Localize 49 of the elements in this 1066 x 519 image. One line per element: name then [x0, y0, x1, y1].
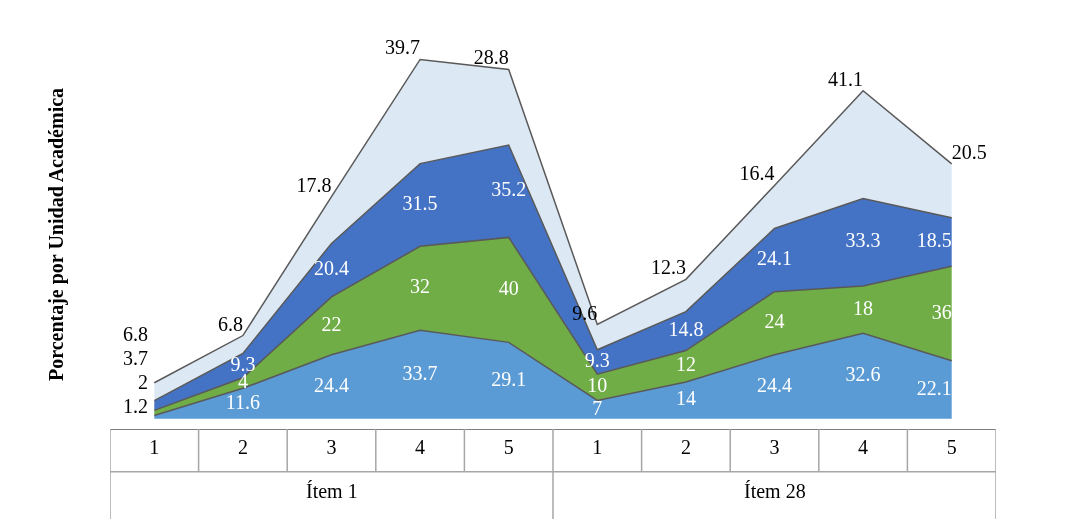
x-tick-label: 1 — [592, 436, 603, 458]
x-tick-label: 2 — [237, 436, 248, 458]
data-label: 32 — [410, 275, 431, 298]
data-label: 33.3 — [845, 229, 881, 252]
data-label: 18.5 — [916, 228, 952, 251]
data-label: 10 — [587, 374, 608, 397]
text: Ítem 28 — [744, 480, 806, 502]
data-label: 3.7 — [123, 347, 148, 369]
data-label: 24.1 — [757, 247, 792, 270]
data-label: 22 — [321, 312, 342, 335]
data-label: 18 — [853, 296, 874, 319]
x-tick-label: 4 — [858, 436, 869, 458]
data-label: 12.3 — [650, 256, 686, 279]
x-tick-label: 3 — [326, 436, 337, 458]
data-label: 36 — [931, 300, 952, 323]
data-label: 40 — [498, 276, 519, 299]
x-tick-label: 5 — [946, 436, 957, 458]
data-label: 6.8 — [217, 312, 243, 335]
data-label: 12 — [675, 353, 696, 376]
data-label: 24.4 — [757, 373, 792, 396]
data-label: 29.1 — [491, 367, 527, 390]
x-tick-label: 1 — [149, 436, 160, 458]
data-label: 31.5 — [402, 191, 438, 214]
data-label: 33.7 — [402, 361, 438, 384]
data-label: 16.4 — [739, 162, 775, 185]
data-label: 17.8 — [296, 173, 332, 196]
x-tick-label: 4 — [415, 436, 426, 458]
data-label: 20.4 — [314, 257, 349, 280]
data-label: 41.1 — [828, 67, 864, 90]
data-label: 14.8 — [668, 318, 704, 341]
y-axis-title: Porcentaje por Unidad Académica — [44, 87, 68, 382]
data-label: 6.8 — [123, 323, 148, 345]
text: Ítem 1 — [306, 480, 358, 502]
data-label: 7 — [592, 396, 603, 419]
x-tick-label: 5 — [503, 436, 514, 458]
data-label: 24.4 — [314, 373, 349, 396]
x-tick-label: 2 — [680, 436, 691, 458]
data-label: 1.2 — [123, 395, 148, 417]
data-label: 39.7 — [385, 36, 421, 59]
data-label: 28.8 — [473, 46, 509, 69]
data-label: 11.6 — [225, 390, 261, 413]
data-label: 2 — [138, 371, 148, 393]
data-label: 14 — [675, 387, 696, 410]
data-label: 20.5 — [951, 140, 987, 163]
x-tick-label: 3 — [769, 436, 780, 458]
data-label: 24 — [764, 310, 785, 333]
data-label: 35.2 — [491, 178, 527, 201]
data-label: 32.6 — [845, 362, 881, 385]
data-label: 22.1 — [916, 376, 952, 399]
